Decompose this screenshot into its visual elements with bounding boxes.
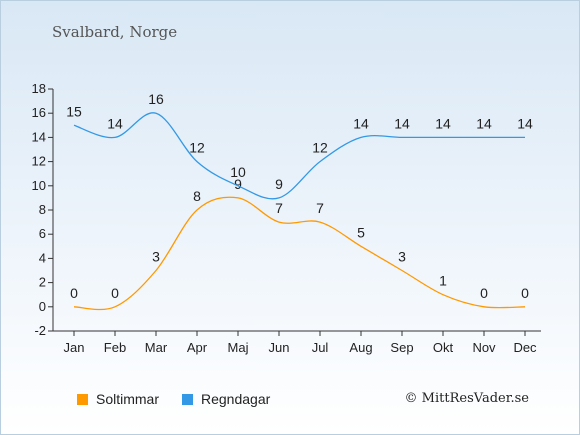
data-label-regndagar: 16 bbox=[148, 91, 164, 107]
legend-label-regndagar: Regndagar bbox=[201, 391, 271, 407]
y-tick-label: 18 bbox=[32, 81, 46, 96]
data-label-soltimmar: 0 bbox=[70, 285, 78, 301]
data-label-soltimmar: 3 bbox=[152, 249, 160, 265]
data-label-regndagar: 14 bbox=[353, 115, 369, 131]
x-tick-label: Feb bbox=[104, 340, 126, 355]
y-tick-label: 6 bbox=[39, 226, 46, 241]
y-tick-label: 2 bbox=[39, 275, 46, 290]
data-label-regndagar: 14 bbox=[517, 115, 533, 131]
legend-swatch-soltimmar bbox=[77, 393, 88, 405]
x-tick-label: Okt bbox=[433, 340, 454, 355]
legend-swatch-regndagar bbox=[182, 393, 193, 405]
data-label-regndagar: 14 bbox=[435, 115, 451, 131]
y-tick-label: 12 bbox=[32, 154, 46, 169]
x-tick-label: Aug bbox=[349, 340, 372, 355]
data-label-soltimmar: 3 bbox=[398, 249, 406, 265]
data-label-soltimmar: 1 bbox=[439, 273, 447, 289]
x-tick-label: Jan bbox=[64, 340, 85, 355]
y-tick-label: 4 bbox=[39, 250, 46, 265]
data-label-regndagar: 14 bbox=[107, 115, 123, 131]
x-tick-label: Dec bbox=[513, 340, 537, 355]
data-label-soltimmar: 8 bbox=[193, 188, 201, 204]
y-tick-label: 8 bbox=[39, 202, 46, 217]
data-label-soltimmar: 7 bbox=[275, 200, 283, 216]
y-tick-label: 16 bbox=[32, 105, 46, 120]
data-label-regndagar: 12 bbox=[312, 140, 328, 156]
data-label-soltimmar: 0 bbox=[480, 285, 488, 301]
series-line-regndagar bbox=[73, 112, 525, 200]
y-tick-label: 10 bbox=[32, 178, 46, 193]
data-label-regndagar: 14 bbox=[394, 115, 410, 131]
legend-item-regndagar: Regndagar bbox=[182, 391, 270, 407]
data-label-regndagar: 12 bbox=[189, 140, 205, 156]
series-line-soltimmar bbox=[73, 196, 526, 311]
data-label-regndagar: 10 bbox=[230, 164, 246, 180]
data-label-soltimmar: 0 bbox=[521, 285, 529, 301]
y-tick-label: 0 bbox=[39, 299, 46, 314]
x-tick-label: Sep bbox=[390, 340, 413, 355]
x-tick-label: Maj bbox=[228, 340, 249, 355]
x-tick-label: Jul bbox=[312, 340, 329, 355]
data-label-soltimmar: 0 bbox=[111, 285, 119, 301]
data-label-regndagar: 15 bbox=[66, 103, 82, 119]
chart-subtitle: Svalbard, Norge bbox=[52, 23, 178, 41]
legend-label-soltimmar: Soltimmar bbox=[96, 391, 160, 407]
credit-text: © MittResVader.se bbox=[404, 391, 529, 406]
data-label-regndagar: 9 bbox=[275, 176, 283, 192]
legend-item-soltimmar: Soltimmar bbox=[77, 391, 159, 407]
y-tick-label: -2 bbox=[34, 323, 46, 338]
data-label-soltimmar: 9 bbox=[234, 176, 242, 192]
data-label-soltimmar: 7 bbox=[316, 200, 324, 216]
x-tick-label: Jun bbox=[269, 340, 290, 355]
x-tick-label: Mar bbox=[145, 340, 168, 355]
x-tick-label: Nov bbox=[472, 340, 496, 355]
data-label-soltimmar: 5 bbox=[357, 224, 365, 240]
y-tick-label: 14 bbox=[32, 129, 46, 144]
x-tick-label: Apr bbox=[187, 340, 208, 355]
data-label-regndagar: 14 bbox=[476, 115, 492, 131]
